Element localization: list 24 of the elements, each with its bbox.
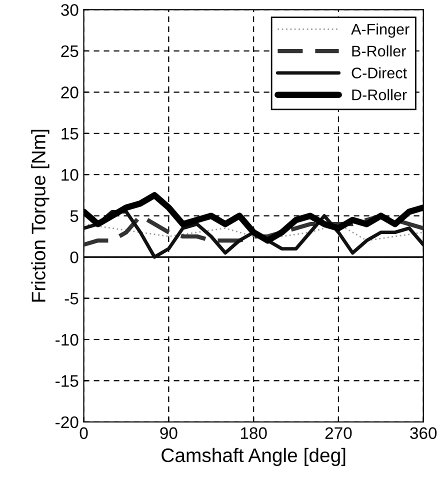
x-tick-label: 360 bbox=[410, 427, 437, 440]
y-tick-label: -15 bbox=[56, 375, 78, 387]
y-tick-label: 25 bbox=[61, 45, 78, 58]
y-tick-label: 10 bbox=[62, 169, 78, 181]
y-tick-label: -10 bbox=[56, 334, 78, 346]
x-tick-label: 180 bbox=[240, 427, 267, 440]
legend-label: A-Finger bbox=[351, 23, 410, 38]
legend-label: D-Roller bbox=[352, 89, 407, 100]
y-tick-label: 15 bbox=[62, 128, 78, 140]
y-tick-label: 5 bbox=[70, 210, 78, 222]
y-tick-label: 20 bbox=[61, 86, 78, 98]
y-tick-label: -20 bbox=[56, 416, 78, 428]
legend-label: C-Direct bbox=[352, 67, 407, 78]
line-series bbox=[84, 223, 424, 242]
line-series bbox=[84, 214, 424, 247]
y-tick-label: 30 bbox=[61, 4, 78, 16]
x-tick-label: 270 bbox=[325, 427, 352, 440]
x-tick-label: 90 bbox=[160, 427, 178, 440]
x-tick-label: 0 bbox=[80, 427, 88, 440]
y-axis-title: Friction Torque [Nm] bbox=[31, 130, 50, 302]
y-tick-label: -5 bbox=[64, 292, 78, 304]
x-axis-title: Camshaft Angle [deg] bbox=[162, 448, 346, 466]
legend-label: B-Roller bbox=[352, 45, 406, 57]
y-tick-label: 0 bbox=[70, 251, 78, 264]
